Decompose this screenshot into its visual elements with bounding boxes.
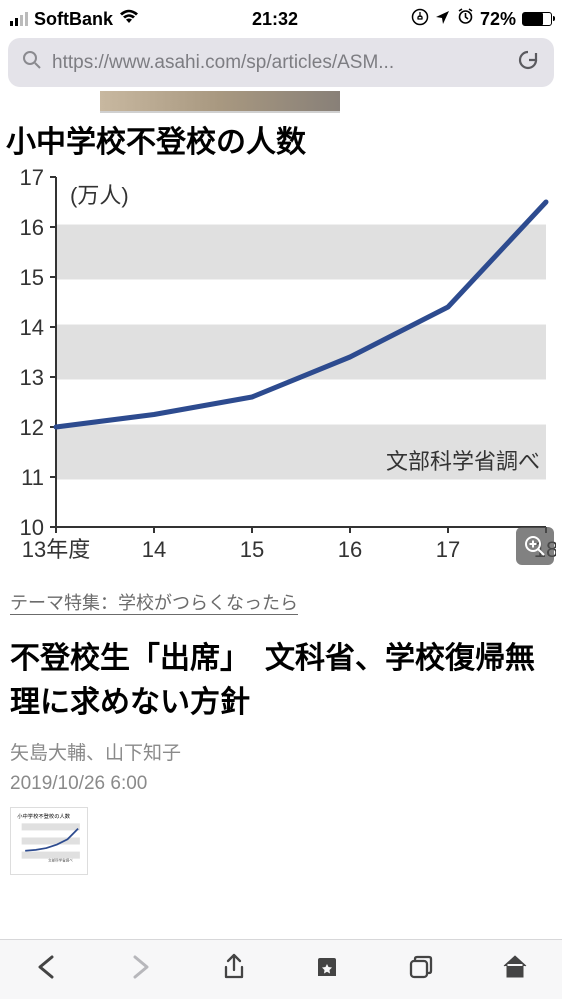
topic-tag-link[interactable]: テーマ特集：学校がつらくなったら bbox=[10, 589, 552, 615]
svg-text:14: 14 bbox=[20, 315, 44, 340]
svg-text:13: 13 bbox=[20, 365, 44, 390]
search-icon bbox=[22, 50, 42, 75]
chart-title: 小中学校不登校の人数 bbox=[6, 117, 556, 161]
status-time: 21:32 bbox=[252, 9, 298, 30]
svg-text:17: 17 bbox=[436, 537, 460, 562]
svg-text:小中学校不登校の人数: 小中学校不登校の人数 bbox=[17, 812, 71, 820]
status-right: 72% bbox=[411, 8, 552, 31]
status-bar: SoftBank 21:32 72% bbox=[0, 0, 562, 34]
chart-thumbnail[interactable]: 小中学校不登校の人数文部科学省調べ bbox=[10, 807, 88, 875]
svg-text:13年度: 13年度 bbox=[22, 537, 90, 562]
forward-button[interactable] bbox=[125, 952, 155, 987]
url-text: https://www.asahi.com/sp/articles/ASM... bbox=[52, 52, 506, 74]
svg-text:15: 15 bbox=[20, 265, 44, 290]
tabs-button[interactable] bbox=[406, 952, 436, 987]
svg-text:12: 12 bbox=[20, 415, 44, 440]
location-icon bbox=[435, 9, 451, 30]
alarm-icon bbox=[457, 8, 474, 30]
battery-pct: 72% bbox=[480, 9, 516, 30]
back-button[interactable] bbox=[32, 952, 62, 987]
wifi-icon bbox=[119, 9, 139, 30]
svg-text:文部科学省調べ: 文部科学省調べ bbox=[386, 449, 540, 474]
svg-text:15: 15 bbox=[240, 537, 264, 562]
zoom-in-icon[interactable] bbox=[516, 527, 554, 565]
status-left: SoftBank bbox=[10, 9, 139, 30]
carrier-label: SoftBank bbox=[34, 9, 113, 30]
browser-bottom-nav bbox=[0, 939, 562, 999]
svg-text:14: 14 bbox=[142, 537, 166, 562]
home-button[interactable] bbox=[500, 952, 530, 987]
line-chart: 101112131415161713年度1415161718(万人)文部科学省調… bbox=[6, 167, 556, 567]
article-date: 2019/10/26 6:00 bbox=[10, 773, 552, 795]
svg-text:17: 17 bbox=[20, 167, 44, 190]
article-byline: 矢島大輔、山下知子 bbox=[10, 738, 552, 765]
share-button[interactable] bbox=[219, 952, 249, 987]
svg-text:16: 16 bbox=[20, 215, 44, 240]
svg-text:16: 16 bbox=[338, 537, 362, 562]
article-headline: 不登校生「出席」 文科省、学校復帰無理に求めない方針 bbox=[10, 637, 552, 724]
orientation-lock-icon bbox=[411, 8, 429, 31]
browser-url-bar[interactable]: https://www.asahi.com/sp/articles/ASM... bbox=[8, 38, 554, 87]
signal-bars-icon bbox=[10, 12, 28, 26]
reload-icon[interactable] bbox=[516, 48, 540, 77]
chart-container: 小中学校不登校の人数 101112131415161713年度141516171… bbox=[6, 117, 556, 567]
battery-icon bbox=[522, 12, 552, 26]
bookmarks-button[interactable] bbox=[313, 952, 343, 987]
svg-text:11: 11 bbox=[21, 465, 44, 490]
article-image-strip bbox=[100, 91, 340, 113]
svg-text:(万人): (万人) bbox=[70, 183, 129, 208]
svg-text:文部科学省調べ: 文部科学省調べ bbox=[48, 857, 73, 862]
